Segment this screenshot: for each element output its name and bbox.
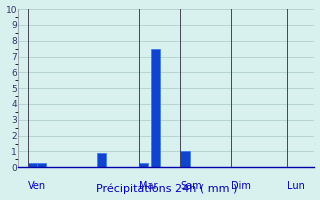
Text: Sam: Sam [180, 181, 202, 191]
Bar [139, 163, 148, 167]
X-axis label: Précipitations 24h ( mm ): Précipitations 24h ( mm ) [96, 184, 237, 194]
Text: Dim: Dim [231, 181, 251, 191]
Bar [97, 153, 106, 167]
Bar [28, 163, 37, 167]
Text: Ven: Ven [28, 181, 46, 191]
Text: Mar: Mar [139, 181, 157, 191]
Text: Lun: Lun [287, 181, 305, 191]
Bar [180, 151, 189, 167]
Bar [37, 163, 46, 167]
Bar [151, 49, 160, 167]
